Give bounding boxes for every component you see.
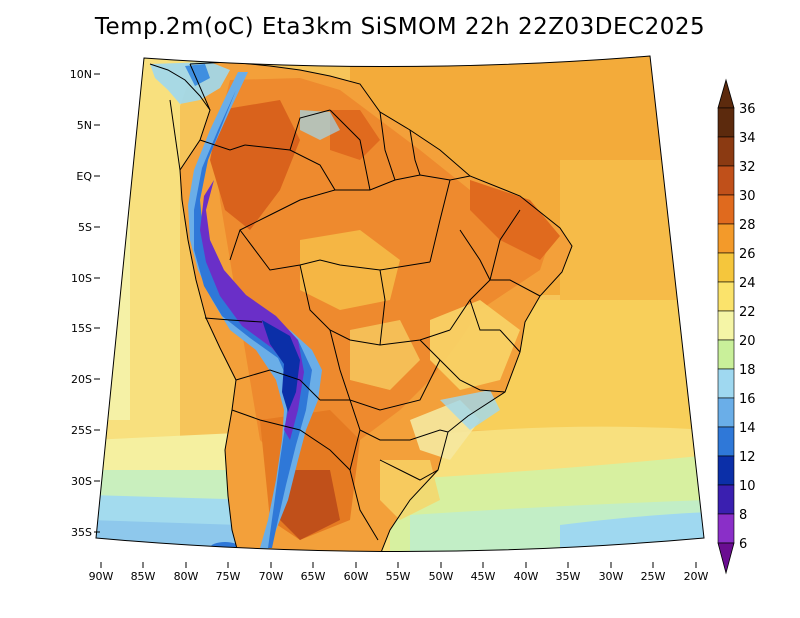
political-borders (149, 61, 573, 552)
colorbar-level-label: 32 (739, 160, 756, 175)
lon-label: 75W (216, 570, 241, 583)
lon-label: 85W (131, 570, 156, 583)
colorbar-level-label: 8 (739, 508, 747, 523)
colorbar-level-label: 20 (739, 334, 756, 349)
lon-label: 35W (556, 570, 581, 583)
colorbar-swatch (717, 223, 735, 254)
lon-label: 80W (174, 570, 199, 583)
lat-label: 15S (71, 322, 92, 335)
colorbar-level-label: 22 (739, 305, 756, 320)
colorbar-swatch (717, 310, 735, 341)
map-title: Temp.2m(oC) Eta3km SiSMOM 22h 22Z03DEC20… (94, 14, 706, 40)
lon-label: 50W (429, 570, 454, 583)
colorbar-level-label: 14 (739, 421, 756, 436)
colorbar-swatch (717, 107, 735, 138)
lon-label: 40W (514, 570, 539, 583)
colorbar-level-label: 10 (739, 479, 756, 494)
lon-label: 55W (386, 570, 411, 583)
lon-label: 60W (344, 570, 369, 583)
colorbar-level-label: 16 (739, 392, 756, 407)
lat-label: 25S (71, 424, 92, 437)
colorbar-swatch (717, 194, 735, 225)
map-frame (95, 55, 705, 552)
colorbar-level-label: 36 (739, 102, 756, 117)
lon-label: 20W (684, 570, 709, 583)
colorbar-swatch (717, 339, 735, 370)
lon-label: 90W (89, 570, 114, 583)
lat-label: 5S (78, 221, 92, 234)
lon-label: 65W (301, 570, 326, 583)
lon-label: 30W (599, 570, 624, 583)
temperature-field (96, 56, 704, 552)
colorbar-swatch (717, 397, 735, 428)
lon-label: 70W (259, 570, 284, 583)
colorbar-level-label: 6 (739, 537, 747, 552)
longitude-axis: 90W 85W 80W 75W 70W 65W 60W 55W 50W 45W … (89, 562, 709, 583)
colorbar-swatch (717, 426, 735, 457)
colorbar-swatch (717, 513, 735, 544)
colorbar: 36 34 32 30 28 26 24 22 20 18 16 14 12 10 8 6 (717, 78, 756, 575)
colorbar-level-label: 30 (739, 189, 756, 204)
colorbar-swatch (717, 252, 735, 283)
colorbar-level-label: 28 (739, 218, 756, 233)
lon-label: 45W (471, 570, 496, 583)
colorbar-swatch (717, 165, 735, 196)
lon-label: 25W (641, 570, 666, 583)
colorbar-swatch (717, 136, 735, 167)
colorbar-level-label: 24 (739, 276, 756, 291)
colorbar-overflow-triangle (717, 78, 735, 109)
lat-label: EQ (76, 170, 92, 183)
colorbar-underflow-triangle (717, 542, 735, 575)
colorbar-swatch (717, 484, 735, 515)
colorbar-swatch (717, 281, 735, 312)
colorbar-level-label: 18 (739, 363, 756, 378)
latitude-axis: 10N 5N EQ 5S 10S 15S 20S 25S 30S 35S (70, 68, 100, 539)
colorbar-level-label: 12 (739, 450, 756, 465)
lat-label: 10S (71, 272, 92, 285)
lat-label: 10N (70, 68, 92, 81)
lat-label: 35S (71, 526, 92, 539)
lat-label: 20S (71, 373, 92, 386)
colorbar-swatch (717, 368, 735, 399)
lat-label: 5N (77, 119, 92, 132)
colorbar-swatch (717, 455, 735, 486)
colorbar-level-label: 26 (739, 247, 756, 262)
colorbar-level-label: 34 (739, 131, 756, 146)
lat-label: 30S (71, 475, 92, 488)
